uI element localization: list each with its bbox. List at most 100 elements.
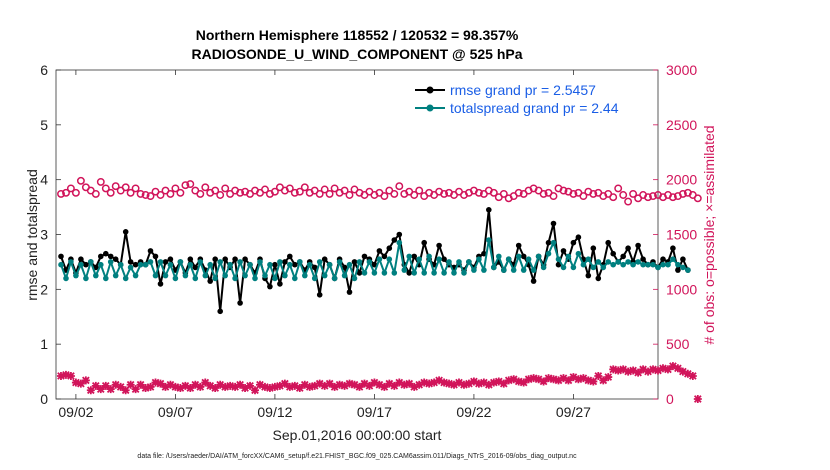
totalspread-point xyxy=(630,261,636,268)
assimilated-point xyxy=(66,371,75,380)
assimilated-point xyxy=(425,379,434,388)
assimilated-point xyxy=(101,381,110,390)
rmse-point xyxy=(98,253,104,260)
rmse-point xyxy=(237,300,243,306)
assimilated-point xyxy=(489,378,498,387)
totalspread-point xyxy=(545,250,552,257)
totalspread-point xyxy=(132,272,139,279)
assimilated-point xyxy=(464,379,473,388)
possible-point xyxy=(649,192,657,201)
x-tick-label: 09/02 xyxy=(58,404,93,420)
totalspread-point xyxy=(436,256,442,263)
totalspread-point xyxy=(88,259,94,265)
rmse-point xyxy=(486,207,492,213)
assimilated-point xyxy=(499,379,508,388)
totalspread-point xyxy=(272,275,278,282)
rmse-point xyxy=(585,272,592,279)
possible-point xyxy=(131,184,140,193)
totalspread-point xyxy=(525,256,532,263)
totalspread-point xyxy=(366,259,373,265)
possible-point xyxy=(440,189,449,198)
possible-point xyxy=(156,191,165,199)
rmse-point xyxy=(192,264,199,271)
totalspread-point xyxy=(217,259,223,265)
totalspread-point xyxy=(501,267,507,273)
rmse-point xyxy=(207,278,213,284)
totalspread-point xyxy=(600,264,607,271)
totalspread-point xyxy=(560,264,567,271)
left-tick-label: 2 xyxy=(40,281,48,297)
totalspread-point xyxy=(481,267,487,273)
rmse-point xyxy=(167,256,174,263)
assimilated-point xyxy=(663,365,672,374)
legend-totalspread-marker xyxy=(426,104,434,112)
totalspread-point xyxy=(486,237,492,243)
totalspread-point xyxy=(227,261,233,268)
totalspread-point xyxy=(496,253,502,260)
totalspread-point xyxy=(68,259,74,265)
totalspread-point xyxy=(635,259,641,265)
totalspread-point xyxy=(421,270,428,276)
assimilated-point xyxy=(156,379,165,388)
totalspread-point xyxy=(103,275,109,282)
rmse-point xyxy=(147,248,154,254)
right-tick-label: 3000 xyxy=(666,62,697,78)
assimilated-point xyxy=(519,378,528,387)
possible-point xyxy=(62,188,70,197)
totalspread-point xyxy=(660,261,666,268)
totalspread-point xyxy=(431,270,437,276)
totalspread-point xyxy=(162,272,169,279)
totalspread-point xyxy=(590,264,597,271)
assimilated-point xyxy=(385,379,394,388)
assimilated-point xyxy=(634,368,643,377)
possible-point xyxy=(474,188,483,197)
totalspread-point xyxy=(172,275,179,282)
totalspread-point xyxy=(655,264,661,271)
assimilated-point xyxy=(474,379,483,388)
assimilated-point xyxy=(380,382,389,391)
assimilated-point xyxy=(693,395,702,403)
assimilated-point xyxy=(136,380,145,389)
assimilated-point xyxy=(96,385,105,394)
rmse-point xyxy=(277,281,283,287)
totalspread-point xyxy=(287,261,293,268)
rmse-point xyxy=(232,256,238,263)
assimilated-point xyxy=(121,386,130,395)
possible-point xyxy=(609,193,618,202)
possible-point xyxy=(678,189,687,198)
totalspread-point xyxy=(530,267,537,273)
rmse-point xyxy=(620,253,626,260)
possible-point xyxy=(395,182,404,191)
assimilated-point xyxy=(370,378,379,387)
assimilated-point xyxy=(330,382,339,391)
assimilated-point xyxy=(410,382,419,391)
assimilated-point xyxy=(246,381,255,390)
assimilated-point xyxy=(514,377,523,386)
x-tick-label: 09/22 xyxy=(456,404,491,420)
possible-point xyxy=(559,186,568,195)
assimilated-point xyxy=(275,381,284,390)
assimilated-point xyxy=(265,384,274,393)
totalspread-point xyxy=(237,259,243,265)
assimilated-point xyxy=(435,376,444,385)
totalspread-point xyxy=(107,259,114,265)
assimilated-point xyxy=(584,376,593,385)
assimilated-point xyxy=(335,380,344,389)
possible-point xyxy=(171,184,180,193)
possible-point xyxy=(644,193,652,202)
totalspread-point xyxy=(426,253,432,260)
totalspread-point xyxy=(510,267,517,273)
assimilated-point xyxy=(360,379,369,388)
possible-point xyxy=(76,176,85,185)
rmse-point xyxy=(162,259,169,265)
rmse-point xyxy=(103,250,109,257)
totalspread-point xyxy=(212,275,218,282)
left-tick-label: 5 xyxy=(40,117,48,133)
rmse-point xyxy=(670,245,676,251)
assimilated-point xyxy=(61,370,70,379)
rmse-point xyxy=(267,283,273,290)
footer-data-file: data file: /Users/raeder/DAI/ATM_forcXX/… xyxy=(137,453,577,460)
rmse-point xyxy=(341,264,348,271)
assimilated-point xyxy=(494,377,503,386)
totalspread-point xyxy=(222,272,228,279)
